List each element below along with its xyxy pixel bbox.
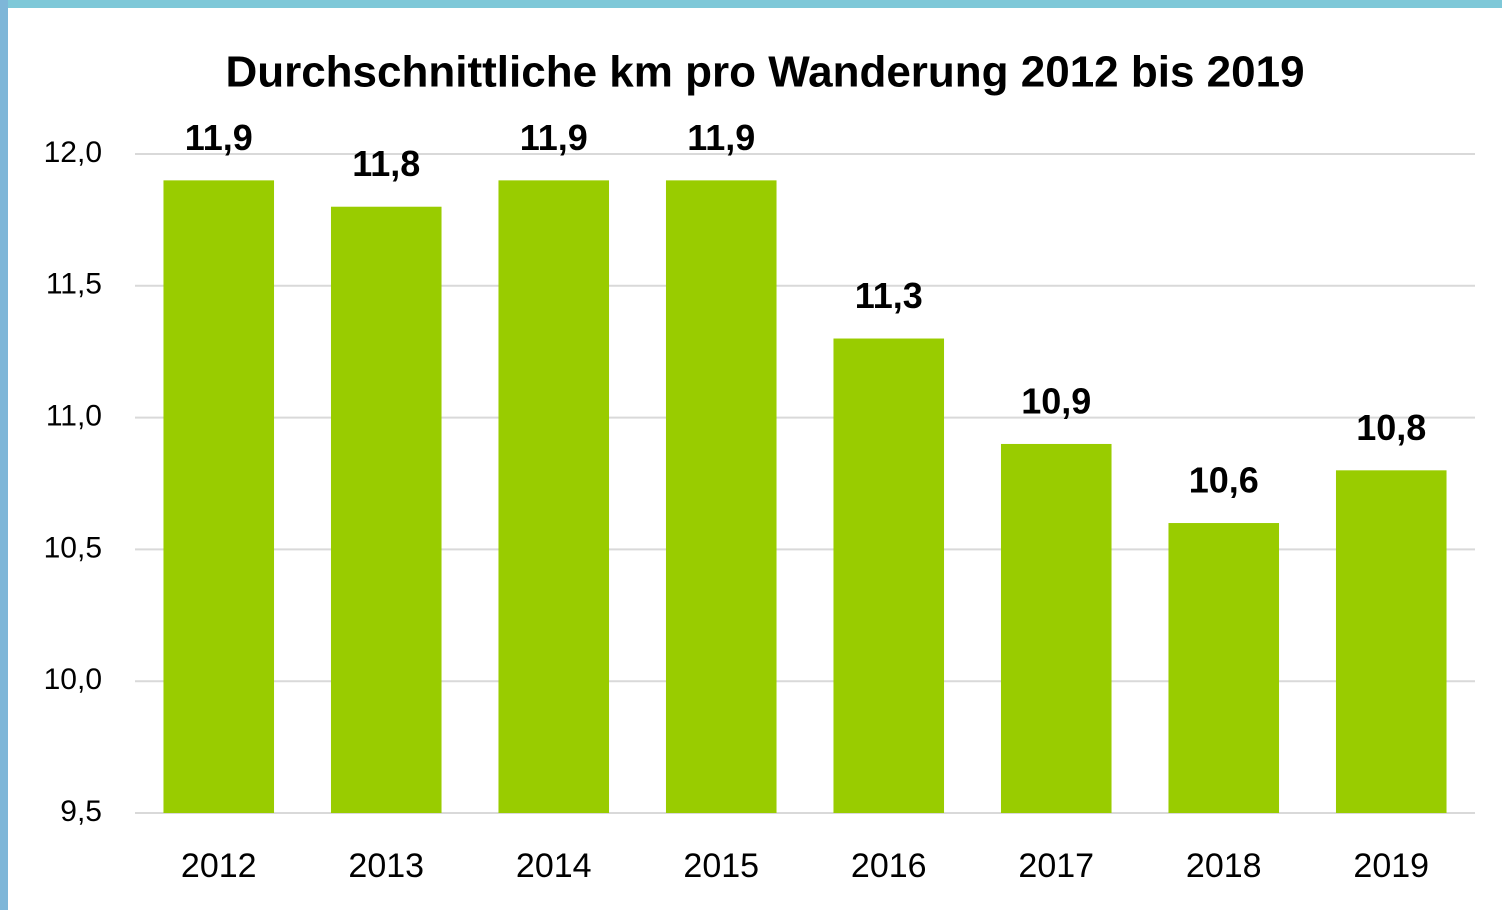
y-tick-label: 10,5 <box>44 531 102 564</box>
data-label: 10,8 <box>1356 407 1426 448</box>
data-label: 11,8 <box>352 143 420 184</box>
x-tick-label: 2017 <box>1018 847 1094 885</box>
y-tick-label: 9,5 <box>60 795 102 828</box>
x-tick-label: 2019 <box>1353 847 1429 885</box>
data-label: 11,9 <box>520 117 588 158</box>
x-tick-label: 2013 <box>348 847 424 885</box>
frame-top <box>0 0 1502 8</box>
bar <box>665 180 777 814</box>
data-label: 11,9 <box>185 117 253 158</box>
data-label: 11,3 <box>855 275 923 316</box>
bar <box>498 180 610 814</box>
frame-left <box>0 0 8 910</box>
x-tick-label: 2018 <box>1186 847 1262 885</box>
x-tick-label: 2012 <box>181 847 257 885</box>
bar <box>330 206 442 814</box>
x-tick-label: 2014 <box>516 847 592 885</box>
data-label: 11,9 <box>687 117 755 158</box>
y-tick-label: 11,0 <box>46 400 102 433</box>
y-tick-label: 12,0 <box>44 136 102 169</box>
bar <box>163 180 275 814</box>
data-label: 10,6 <box>1189 460 1259 501</box>
x-tick-label: 2015 <box>683 847 759 885</box>
bar <box>833 338 945 813</box>
chart-title: Durchschnittliche km pro Wanderung 2012 … <box>225 48 1304 97</box>
bar <box>1000 443 1112 813</box>
y-tick-label: 11,5 <box>46 268 102 301</box>
bar <box>1168 523 1280 813</box>
y-tick-label: 10,0 <box>44 663 102 696</box>
data-label: 10,9 <box>1021 380 1091 421</box>
bar <box>1335 470 1447 813</box>
x-tick-label: 2016 <box>851 847 927 885</box>
